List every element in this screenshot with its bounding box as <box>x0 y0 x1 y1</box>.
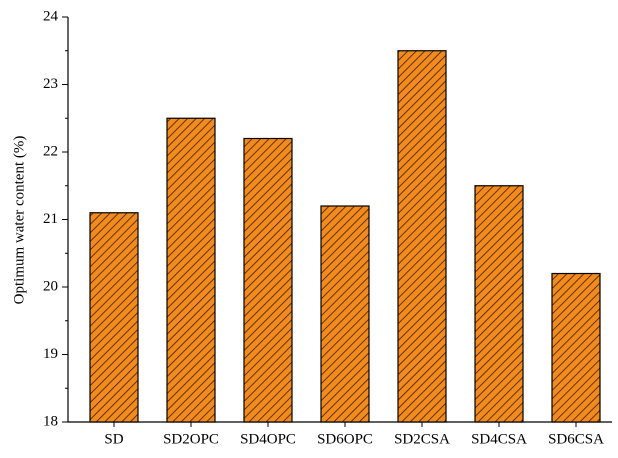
y-tick-label: 19 <box>43 346 58 362</box>
x-tick-label: SD6OPC <box>317 431 373 447</box>
y-tick-label: 20 <box>43 278 58 294</box>
bar <box>320 205 370 423</box>
y-axis-label: Optimum water content (%) <box>11 136 27 305</box>
x-tick-label: SD4OPC <box>240 431 296 447</box>
x-tick-label: SD4CSA <box>471 431 527 447</box>
bar <box>397 50 447 423</box>
x-tick-label: SD2CSA <box>394 431 450 447</box>
bar <box>166 117 216 423</box>
x-tick-label: SD6CSA <box>548 431 604 447</box>
y-tick-label: 21 <box>43 211 58 227</box>
bar <box>474 185 524 423</box>
x-tick-label: SD <box>104 431 123 447</box>
y-tick-label: 24 <box>43 8 59 24</box>
y-tick-label: 22 <box>43 143 58 159</box>
x-tick-label: SD2OPC <box>163 431 219 447</box>
bar <box>89 212 139 423</box>
bar <box>551 272 601 423</box>
bar <box>243 137 293 423</box>
y-tick-label: 18 <box>43 413 58 429</box>
y-tick-label: 23 <box>43 76 58 92</box>
